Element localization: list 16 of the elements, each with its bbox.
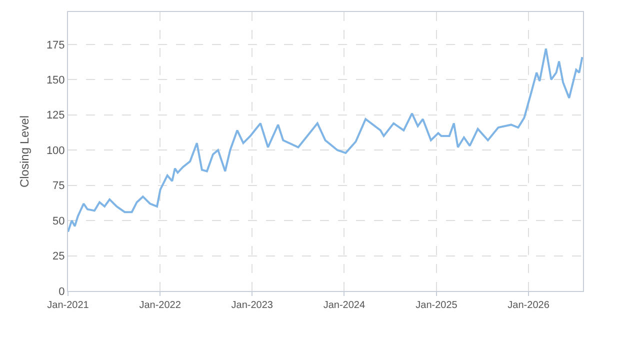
x-tick-label: Jan-2021 (47, 300, 90, 311)
y-tick-label: 50 (52, 215, 65, 228)
y-tick-label: 100 (46, 144, 65, 157)
y-tick-label: 0 (58, 286, 65, 298)
x-tick-label: Jan-2026 (508, 300, 550, 311)
line-series (68, 48, 583, 233)
y-tick-label: 25 (52, 250, 65, 263)
x-tick-label: Jan-2023 (231, 300, 274, 311)
x-tick-label: Jan-2025 (416, 300, 458, 311)
y-tick-label: 175 (46, 39, 65, 52)
x-tick-label: Jan-2024 (323, 300, 366, 311)
y-axis-title: Closing Level (18, 115, 32, 188)
y-tick-label: 75 (52, 180, 65, 192)
y-tick-label: 150 (46, 74, 65, 86)
y-tick-label: 125 (46, 110, 65, 122)
x-tick-label: Jan-2022 (139, 300, 182, 311)
